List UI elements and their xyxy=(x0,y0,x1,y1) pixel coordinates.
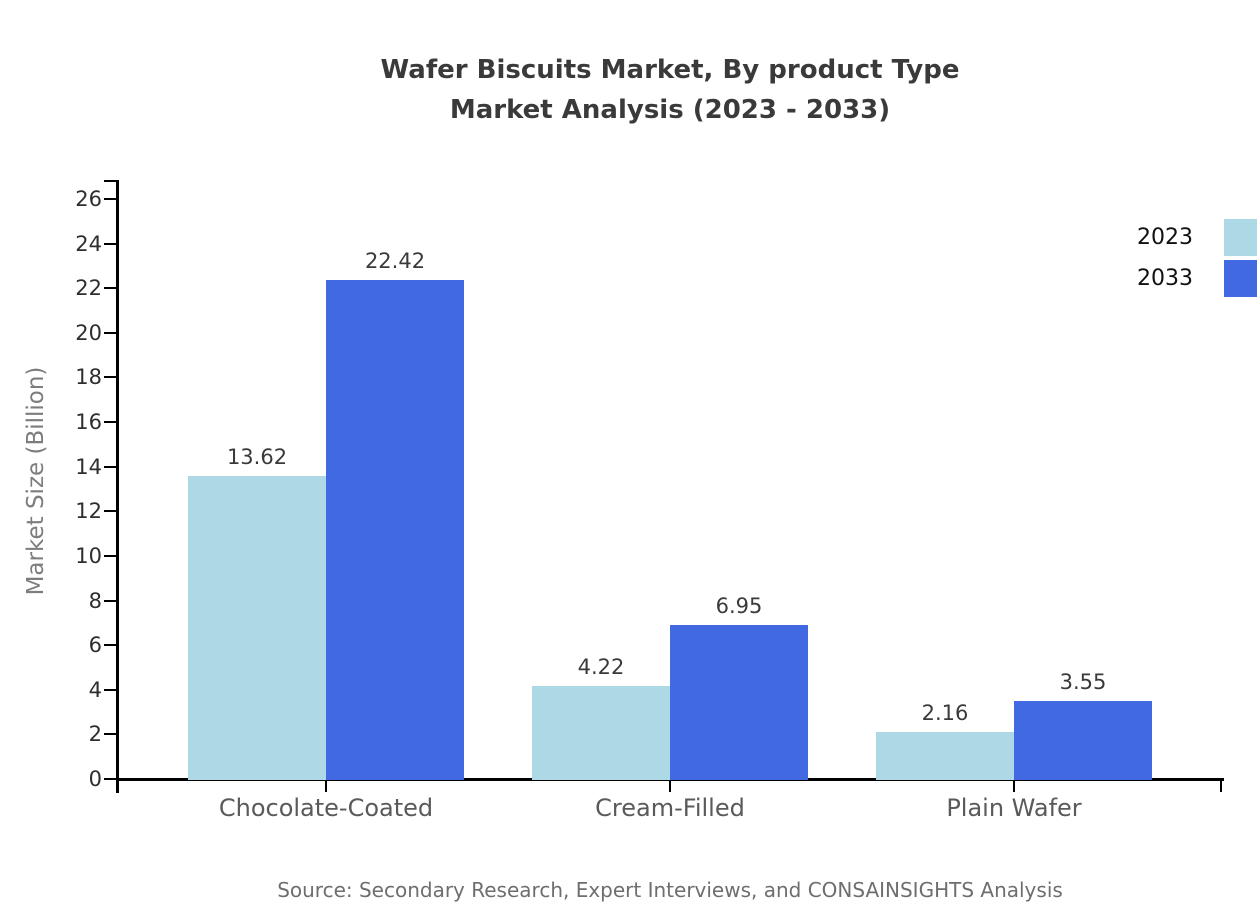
bar-2023-chocolate-coated xyxy=(188,476,326,780)
category-label: Plain Wafer xyxy=(946,794,1082,822)
chart-title-line1: Wafer Biscuits Market, By product Type xyxy=(380,55,960,85)
y-tick xyxy=(104,688,116,691)
y-tick xyxy=(104,554,116,557)
y-tick-label: 10 xyxy=(75,543,102,568)
y-tick-label: 16 xyxy=(75,410,102,435)
y-tick-label: 4 xyxy=(88,677,102,702)
y-tick xyxy=(104,733,116,736)
y-tick xyxy=(104,599,116,602)
bar-2033-cream-filled xyxy=(670,624,808,780)
y-tick-label: 2 xyxy=(88,722,102,747)
y-tick xyxy=(104,644,116,647)
bar-2033-chocolate-coated xyxy=(326,279,464,780)
y-tick xyxy=(104,287,116,290)
value-label: 13.62 xyxy=(226,445,288,470)
y-tick-label: 6 xyxy=(88,633,102,658)
value-label: 3.55 xyxy=(1059,669,1107,694)
bar-2023-cream-filled xyxy=(532,685,670,780)
y-axis-line xyxy=(116,180,119,793)
y-tick-label: 18 xyxy=(75,365,102,390)
y-tick-label: 12 xyxy=(75,499,102,524)
y-tick xyxy=(104,510,116,513)
chart-title-line2: Market Analysis (2023 - 2033) xyxy=(449,95,891,125)
y-tick-label: 22 xyxy=(75,276,102,301)
bar-2023-plain-wafer xyxy=(876,731,1014,780)
y-tick xyxy=(104,331,116,334)
y-tick xyxy=(104,465,116,468)
y-tick-label: 8 xyxy=(88,588,102,613)
x-tick xyxy=(1013,781,1015,792)
category-label: Chocolate-Coated xyxy=(218,794,434,822)
value-label: 22.42 xyxy=(364,248,426,273)
y-tick-label: 14 xyxy=(75,454,102,479)
chart-title: Wafer Biscuits Market, By product Type M… xyxy=(117,50,1223,130)
value-label: 2.16 xyxy=(921,700,969,725)
value-label: 6.95 xyxy=(715,593,763,618)
y-tick xyxy=(104,376,116,379)
x-axis-end-tick xyxy=(1220,781,1222,792)
source-note: Source: Secondary Research, Expert Inter… xyxy=(277,878,1063,902)
y-tick-label: 24 xyxy=(75,231,102,256)
bar-2033-plain-wafer xyxy=(1014,700,1152,780)
value-label: 4.22 xyxy=(577,654,625,679)
y-tick xyxy=(104,197,116,200)
y-tick-label: 0 xyxy=(88,767,102,791)
category-label: Cream-Filled xyxy=(595,794,745,822)
x-tick xyxy=(325,781,327,792)
y-tick xyxy=(104,778,116,780)
y-tick-label: 26 xyxy=(75,186,102,211)
y-tick-label: 20 xyxy=(75,320,102,345)
y-tick xyxy=(104,242,116,245)
x-tick xyxy=(669,781,671,792)
y-axis-end-tick xyxy=(104,180,116,182)
y-tick xyxy=(104,421,116,424)
